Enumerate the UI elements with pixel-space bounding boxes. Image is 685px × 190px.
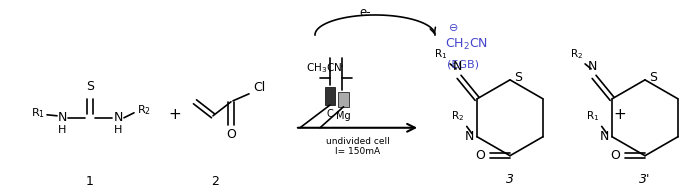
Text: 1: 1 (86, 175, 94, 188)
Text: undivided cell: undivided cell (325, 137, 389, 146)
Text: $\rm R_2$: $\rm R_2$ (451, 109, 464, 123)
Text: S: S (649, 71, 657, 84)
Text: H: H (114, 125, 122, 135)
Text: $\rm R_1$: $\rm R_1$ (586, 109, 599, 123)
Text: 3: 3 (506, 173, 514, 186)
Text: $\rm R_1$: $\rm R_1$ (434, 47, 448, 61)
Text: N: N (464, 130, 474, 143)
Text: $\rm R_2$: $\rm R_2$ (569, 47, 583, 61)
Text: 3': 3' (639, 173, 651, 186)
Text: H: H (58, 125, 66, 135)
Text: O: O (475, 149, 485, 162)
Text: Cl: Cl (253, 81, 265, 94)
Text: $\rm R_2$: $\rm R_2$ (137, 103, 151, 117)
Bar (325, 87, 335, 105)
Text: 2: 2 (211, 175, 219, 188)
Text: +: + (614, 107, 626, 122)
Text: C: C (327, 109, 334, 119)
Text: S: S (86, 80, 94, 93)
Text: N: N (452, 60, 462, 73)
Text: $\rm CH_3CN$: $\rm CH_3CN$ (306, 61, 342, 75)
Text: O: O (610, 149, 620, 162)
Text: Mg: Mg (336, 111, 351, 121)
Text: (EGB): (EGB) (447, 60, 479, 70)
Text: S: S (514, 71, 522, 84)
Text: N: N (588, 60, 597, 73)
Text: O: O (226, 128, 236, 141)
Text: N: N (113, 111, 123, 124)
Text: $\rm R_1$: $\rm R_1$ (31, 106, 45, 120)
Text: $\ominus$: $\ominus$ (448, 22, 458, 33)
Text: +: + (169, 107, 182, 122)
Bar (338, 92, 349, 107)
Text: $\rm CH_2CN$: $\rm CH_2CN$ (445, 37, 488, 52)
Text: N: N (599, 130, 609, 143)
Text: e-: e- (359, 6, 371, 20)
Text: I= 150mA: I= 150mA (335, 147, 380, 156)
Text: N: N (58, 111, 66, 124)
